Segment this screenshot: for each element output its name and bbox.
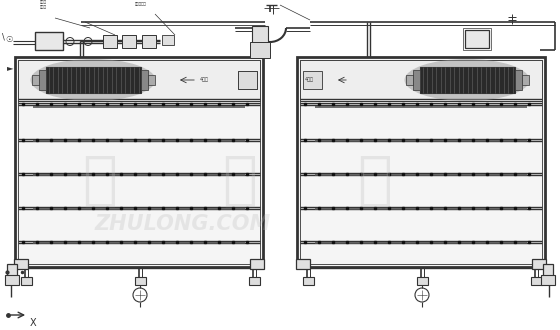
Bar xyxy=(252,26,268,46)
Bar xyxy=(18,60,260,101)
Bar xyxy=(296,259,310,269)
Bar xyxy=(141,70,147,90)
Bar xyxy=(135,277,146,285)
Bar xyxy=(413,70,419,90)
Bar xyxy=(250,42,270,58)
Text: \: \ xyxy=(2,33,5,42)
Bar xyxy=(7,264,17,276)
Bar xyxy=(300,60,542,101)
Bar xyxy=(521,75,529,85)
Bar xyxy=(419,67,515,93)
Text: 紫外线
灯组件: 紫外线 灯组件 xyxy=(40,0,47,9)
Bar xyxy=(142,35,156,48)
Bar xyxy=(303,277,314,285)
Text: 4单元: 4单元 xyxy=(305,78,314,82)
Ellipse shape xyxy=(30,59,156,101)
Bar xyxy=(249,277,260,285)
Bar xyxy=(162,35,174,45)
Bar xyxy=(297,57,545,267)
Bar xyxy=(122,35,136,48)
Bar xyxy=(31,75,39,85)
Text: ZHULONG.COM: ZHULONG.COM xyxy=(95,214,271,234)
Bar xyxy=(238,71,257,89)
Bar xyxy=(39,70,45,90)
Text: 4单元: 4单元 xyxy=(200,78,209,82)
Text: ►: ► xyxy=(7,63,13,72)
Bar xyxy=(238,71,257,89)
Bar xyxy=(300,60,542,264)
Text: 紫外线灯架: 紫外线灯架 xyxy=(135,2,147,6)
Bar xyxy=(103,35,117,48)
Bar xyxy=(14,259,28,269)
Text: ☉: ☉ xyxy=(5,35,12,44)
Bar xyxy=(35,32,63,50)
Bar xyxy=(5,275,19,285)
Bar xyxy=(465,30,489,48)
Bar xyxy=(250,259,264,269)
Bar xyxy=(417,277,428,285)
Bar xyxy=(18,60,260,264)
Bar xyxy=(405,75,413,85)
Bar xyxy=(45,67,141,93)
Ellipse shape xyxy=(404,59,530,101)
Bar xyxy=(35,32,63,50)
Bar xyxy=(463,28,491,50)
Bar xyxy=(515,70,521,90)
Text: X: X xyxy=(30,318,36,328)
Text: 筑: 筑 xyxy=(82,151,118,209)
Bar xyxy=(147,75,155,85)
Bar xyxy=(21,277,32,285)
Text: 網: 網 xyxy=(357,151,393,209)
Bar xyxy=(541,275,555,285)
Bar xyxy=(531,277,542,285)
Text: 龍: 龍 xyxy=(222,151,258,209)
Bar xyxy=(543,264,553,276)
Bar xyxy=(303,71,322,89)
Bar xyxy=(532,259,546,269)
Bar xyxy=(15,57,263,267)
